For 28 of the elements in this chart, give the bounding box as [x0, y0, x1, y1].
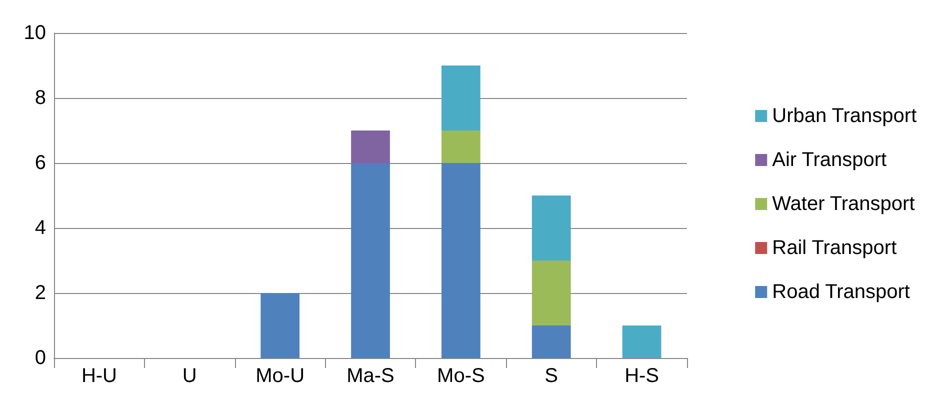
bar — [441, 66, 480, 130]
legend-label: Water Transport — [772, 193, 916, 215]
legend-label: Air Transport — [772, 149, 888, 171]
x-tick-label: Mo-U — [256, 365, 305, 387]
bar — [260, 293, 300, 358]
x-tick-label: H-S — [624, 365, 660, 387]
bar — [532, 196, 571, 260]
y-tick-label: 2 — [34, 282, 46, 304]
legend-label: Rail Transport — [772, 237, 898, 259]
bar — [532, 260, 571, 326]
x-tick-label: H-U — [81, 365, 117, 387]
legend-label: Road Transport — [772, 281, 910, 303]
x-tick-label: U — [182, 365, 197, 387]
legend-label: Urban Transport — [772, 105, 918, 127]
x-tick-label: Mo-S — [437, 365, 485, 387]
bar — [351, 163, 390, 358]
bar — [441, 130, 480, 163]
y-tick-label: 0 — [34, 347, 46, 369]
bar — [532, 326, 571, 358]
bar — [351, 130, 390, 163]
y-tick-label: 6 — [34, 152, 46, 174]
y-tick-label: 8 — [34, 87, 46, 109]
bar — [441, 163, 480, 358]
x-tick-label: Ma-S — [346, 365, 394, 387]
y-tick-label: 10 — [24, 22, 46, 44]
bar — [622, 326, 662, 358]
x-tick-label: S — [544, 365, 558, 387]
y-tick-label: 4 — [34, 217, 46, 239]
